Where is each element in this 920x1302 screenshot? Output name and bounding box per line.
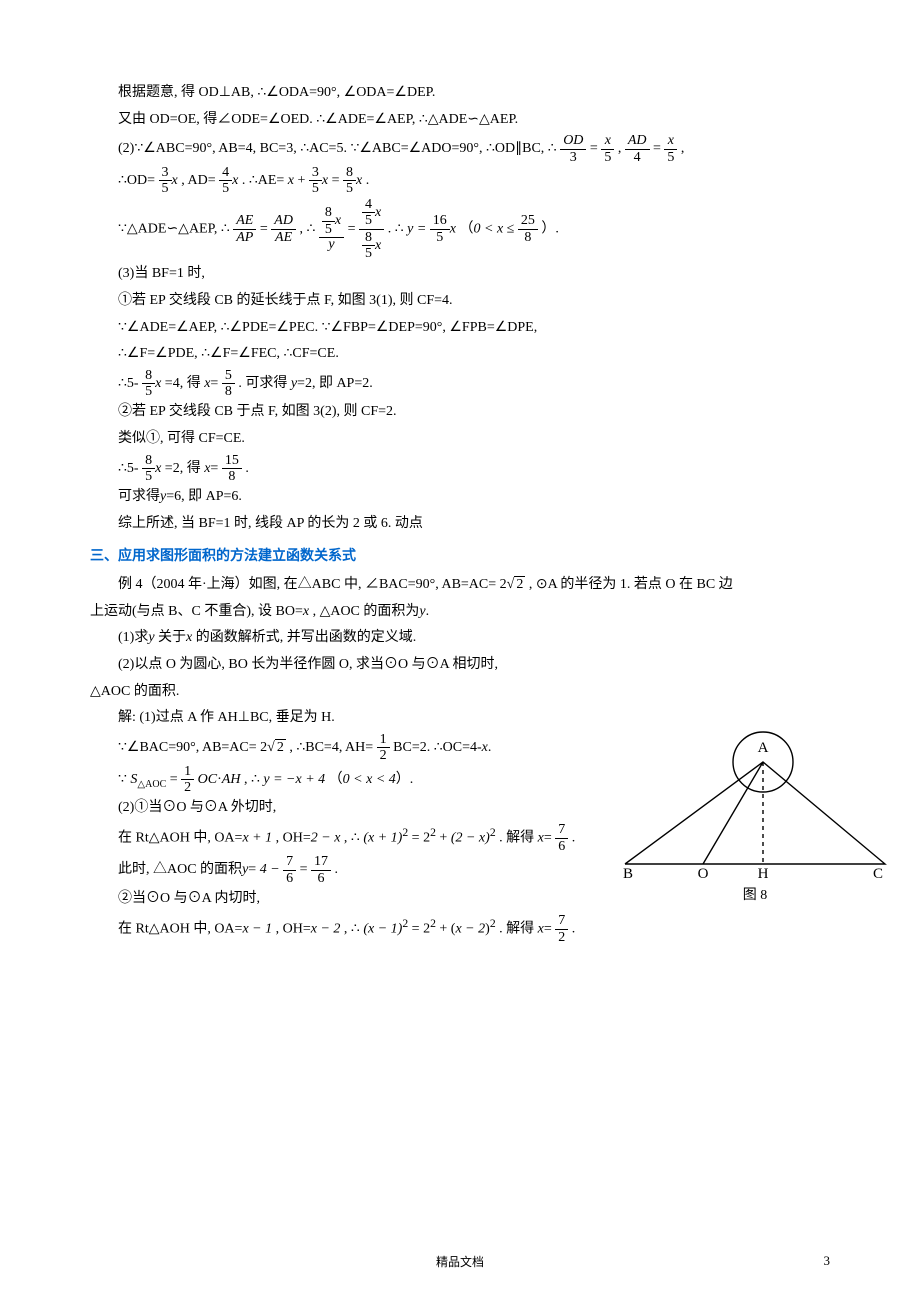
line-3: (2)∵∠ABC=90°, AB=4, BC=3, ∴AC=5. ∵∠ABC=∠…: [90, 133, 830, 165]
line-14: 可求得y=6, 即 AP=6.: [90, 484, 830, 511]
l3-end: ,: [681, 141, 685, 156]
line-15: 综上所述, 当 BF=1 时, 线段 AP 的长为 2 或 6. 动点: [90, 511, 830, 538]
frac-AD-4: AD4: [625, 133, 650, 165]
label-B: B: [623, 866, 633, 879]
section-3-title: 三、应用求图形面积的方法建立函数关系式: [90, 542, 830, 569]
label-C: C: [873, 866, 883, 879]
line-28: 在 Rt△AOH 中, OA=x − 1 , OH=x − 2 , ∴ (x −…: [90, 913, 830, 945]
line-19: (2)以点 O 为圆心, BO 长为半径作圆 O, 求当⊙O 与⊙A 相切时,: [90, 652, 830, 679]
line-20: △AOC 的面积.: [90, 679, 830, 706]
label-A: A: [758, 740, 769, 756]
page-number: 3: [824, 1249, 831, 1274]
footer-text: 精品文档: [90, 1251, 830, 1274]
line-10: ∴5- 85x =4, 得 x= 58 . 可求得 y=2, 即 AP=2.: [90, 368, 830, 400]
frac-x-5-1: x5: [601, 133, 614, 165]
line-13: ∴5- 85x =2, 得 x= 158 .: [90, 453, 830, 485]
comma1: ,: [618, 141, 622, 156]
geometry-diagram-svg: A B O H C: [615, 724, 895, 879]
label-H: H: [758, 866, 769, 879]
line-18: (1)求y 关于x 的函数解析式, 并写出函数的定义域.: [90, 625, 830, 652]
line-7: ①若 EP 交线段 CB 的延长线于点 F, 如图 3(1), 则 CF=4.: [90, 288, 830, 315]
line-2: 又由 OD=OE, 得∠ODE=∠OED. ∴∠ADE=∠AEP, ∴△ADE∽…: [90, 107, 830, 134]
l3-pre: (2)∵∠ABC=90°, AB=4, BC=3, ∴AC=5. ∵∠ABC=∠…: [118, 141, 557, 156]
figure-8-caption: 图 8: [610, 883, 900, 910]
eq2: =: [653, 141, 661, 156]
line-11: ②若 EP 交线段 CB 于点 F, 如图 3(2), 则 CF=2.: [90, 399, 830, 426]
line-9: ∴∠F=∠PDE, ∴∠F=∠FEC, ∴CF=CE.: [90, 341, 830, 368]
frac-x-5-2: x5: [664, 133, 677, 165]
line-1: 根据题意, 得 OD⊥AB, ∴∠ODA=90°, ∠ODA=∠DEP.: [90, 80, 830, 107]
figure-8: A B O H C 图 8: [610, 724, 900, 910]
line-4: ∴OD= 35x , AD= 45x . ∴AE= x + 35x = 85x …: [90, 165, 830, 197]
l4-pre: ∴OD=: [118, 173, 155, 188]
line-12: 类似①, 可得 CF=CE.: [90, 426, 830, 453]
line-8: ∵∠ADE=∠AEP, ∴∠PDE=∠PEC. ∵∠FBP=∠DEP=90°, …: [90, 315, 830, 342]
line-16: 例 4（2004 年·上海）如图, 在△ABC 中, ∠BAC=90°, AB=…: [90, 572, 830, 599]
label-O: O: [698, 866, 709, 879]
line-5: ∵△ADE∽△AEP, ∴ AEAP = ADAE , ∴ 85x y = 45…: [90, 197, 830, 262]
line-17: 上运动(与点 B、C 不重合), 设 BO=x , △AOC 的面积为y.: [90, 599, 830, 626]
frac-OD-3: OD3: [560, 133, 586, 165]
eq1: =: [590, 141, 598, 156]
line-6: (3)当 BF=1 时,: [90, 261, 830, 288]
